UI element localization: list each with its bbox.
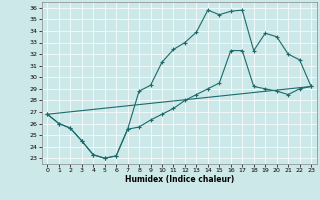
X-axis label: Humidex (Indice chaleur): Humidex (Indice chaleur) bbox=[124, 175, 234, 184]
